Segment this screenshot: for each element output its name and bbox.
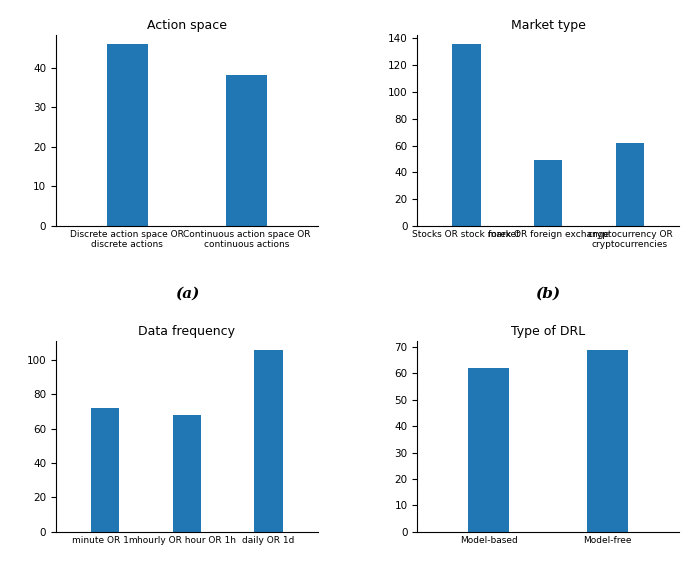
Bar — [225, 76, 267, 226]
Title: Action space: Action space — [147, 19, 227, 32]
Text: (a): (a) — [175, 287, 199, 301]
Title: Type of DRL: Type of DRL — [511, 325, 585, 338]
Bar — [615, 143, 644, 226]
Bar — [468, 368, 510, 532]
Text: (b): (b) — [536, 287, 561, 301]
Bar — [452, 44, 481, 226]
Bar — [106, 44, 148, 226]
Title: Market type: Market type — [511, 19, 586, 32]
Bar — [91, 408, 120, 532]
Bar — [587, 350, 629, 532]
Bar — [254, 350, 283, 532]
Title: Data frequency: Data frequency — [139, 325, 235, 338]
Bar — [173, 415, 201, 532]
Bar — [534, 160, 562, 226]
